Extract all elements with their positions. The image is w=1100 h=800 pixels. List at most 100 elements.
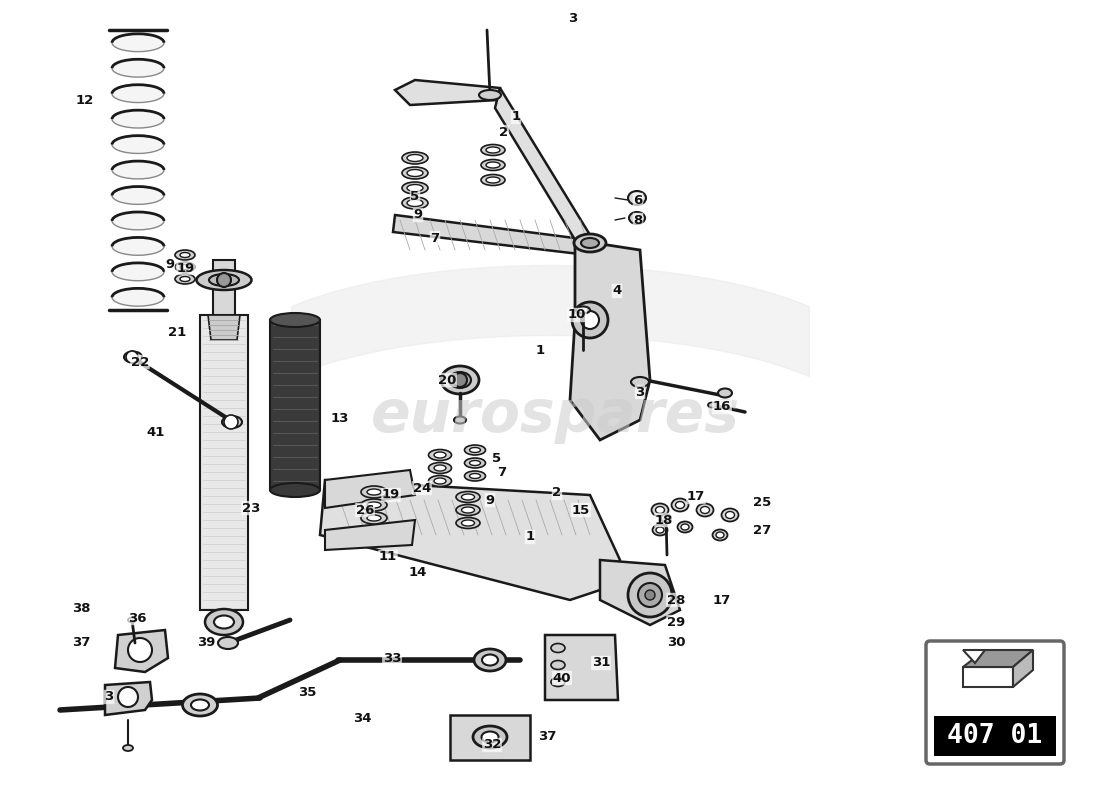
Circle shape [645, 590, 654, 600]
Ellipse shape [402, 152, 428, 164]
Ellipse shape [191, 699, 209, 710]
Text: 3: 3 [636, 386, 645, 398]
Text: 32: 32 [483, 738, 502, 751]
Circle shape [128, 638, 152, 662]
Ellipse shape [652, 525, 668, 535]
Text: 8: 8 [634, 214, 642, 226]
Text: 17: 17 [686, 490, 705, 503]
Text: 41: 41 [146, 426, 165, 438]
Ellipse shape [449, 372, 471, 388]
Ellipse shape [180, 265, 190, 270]
Ellipse shape [128, 618, 136, 622]
Ellipse shape [462, 507, 474, 513]
Text: 3: 3 [104, 690, 113, 703]
Ellipse shape [112, 288, 164, 306]
Text: 30: 30 [667, 637, 685, 650]
Text: 37: 37 [72, 637, 90, 650]
Ellipse shape [631, 377, 649, 387]
Text: 2: 2 [552, 486, 562, 499]
Text: 20: 20 [438, 374, 456, 386]
Text: 15: 15 [572, 503, 590, 517]
Ellipse shape [629, 212, 645, 224]
Ellipse shape [661, 514, 671, 522]
Text: 2: 2 [499, 126, 508, 138]
Ellipse shape [473, 726, 507, 748]
Polygon shape [544, 635, 618, 700]
Text: 407 01: 407 01 [947, 723, 1043, 749]
Ellipse shape [551, 643, 565, 653]
Ellipse shape [175, 250, 195, 260]
Ellipse shape [462, 520, 474, 526]
Ellipse shape [434, 478, 446, 484]
Ellipse shape [123, 745, 133, 751]
Ellipse shape [722, 509, 738, 522]
Text: 7: 7 [497, 466, 507, 479]
FancyBboxPatch shape [926, 641, 1064, 764]
Ellipse shape [222, 416, 242, 428]
Circle shape [126, 351, 138, 363]
Ellipse shape [551, 678, 565, 686]
Ellipse shape [481, 174, 505, 186]
Ellipse shape [361, 486, 387, 498]
Text: 22: 22 [131, 355, 150, 369]
Circle shape [217, 273, 231, 287]
Polygon shape [962, 650, 984, 663]
Ellipse shape [112, 263, 164, 281]
Text: 7: 7 [430, 231, 440, 245]
Polygon shape [1013, 650, 1033, 687]
Text: 5: 5 [493, 451, 502, 465]
Text: 12: 12 [76, 94, 95, 106]
Text: 6: 6 [634, 194, 642, 206]
Ellipse shape [112, 34, 164, 52]
Ellipse shape [456, 518, 480, 529]
Text: 31: 31 [592, 657, 611, 670]
Ellipse shape [112, 161, 164, 179]
Circle shape [628, 573, 672, 617]
Polygon shape [208, 315, 240, 340]
Text: 26: 26 [355, 503, 374, 517]
Ellipse shape [434, 465, 446, 471]
Circle shape [638, 583, 662, 607]
Text: 24: 24 [412, 482, 431, 494]
Ellipse shape [361, 512, 387, 524]
Bar [934, 716, 1056, 756]
Ellipse shape [470, 461, 481, 466]
Text: 40: 40 [552, 671, 571, 685]
Ellipse shape [454, 417, 466, 423]
Text: 39: 39 [197, 635, 216, 649]
Text: 28: 28 [667, 594, 685, 606]
Ellipse shape [656, 506, 664, 514]
Ellipse shape [470, 474, 481, 478]
Ellipse shape [407, 170, 424, 177]
Ellipse shape [367, 515, 381, 521]
Ellipse shape [214, 615, 234, 629]
Text: 18: 18 [654, 514, 673, 526]
Polygon shape [324, 470, 415, 508]
Ellipse shape [716, 532, 724, 538]
Ellipse shape [112, 238, 164, 255]
Ellipse shape [112, 136, 164, 154]
Ellipse shape [183, 694, 218, 716]
Ellipse shape [481, 145, 505, 155]
Ellipse shape [175, 274, 195, 284]
Ellipse shape [574, 234, 606, 252]
Ellipse shape [112, 59, 164, 77]
Text: 19: 19 [382, 489, 400, 502]
Text: 3: 3 [569, 11, 578, 25]
Ellipse shape [407, 199, 424, 206]
Ellipse shape [486, 177, 500, 183]
Text: 27: 27 [752, 523, 771, 537]
Ellipse shape [441, 366, 478, 394]
Ellipse shape [675, 502, 684, 509]
Ellipse shape [407, 185, 424, 191]
Ellipse shape [429, 475, 451, 486]
Polygon shape [962, 650, 1033, 667]
Text: 5: 5 [410, 190, 419, 203]
Ellipse shape [478, 90, 500, 100]
Polygon shape [200, 315, 248, 610]
Ellipse shape [696, 503, 714, 517]
Ellipse shape [628, 191, 646, 205]
Ellipse shape [180, 253, 190, 258]
Polygon shape [324, 520, 415, 550]
Ellipse shape [429, 462, 451, 474]
